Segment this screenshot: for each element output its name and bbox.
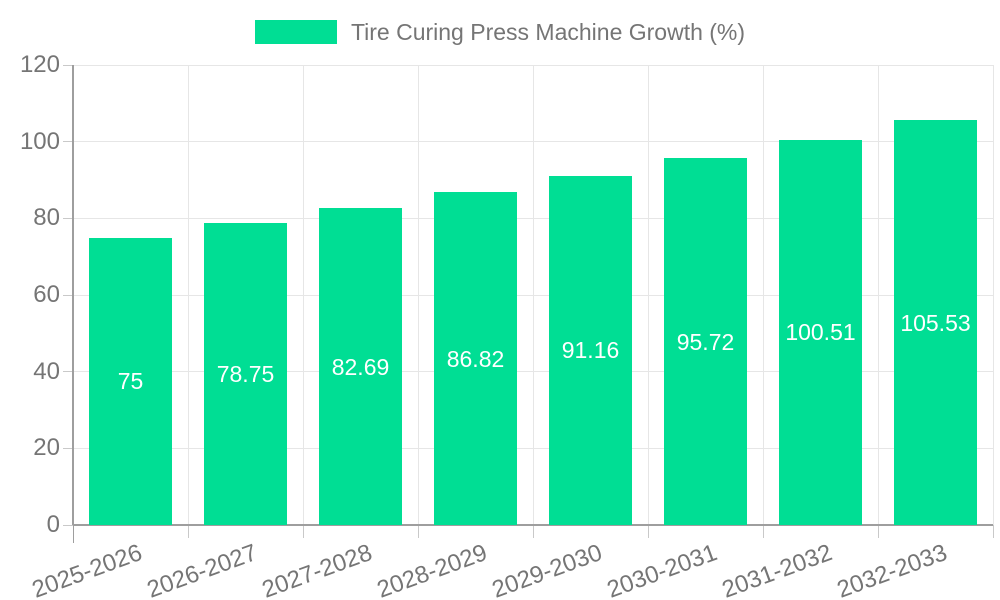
x-gridline [187, 65, 189, 525]
y-axis-line [72, 65, 74, 525]
x-tick [302, 525, 304, 538]
x-gridline [877, 65, 879, 525]
bar-value-label: 78.75 [216, 361, 275, 388]
y-tick [63, 217, 73, 219]
x-axis-category-label: 2025-2026 [28, 539, 146, 600]
y-tick [63, 371, 73, 373]
bar-value-label: 95.72 [676, 328, 735, 355]
x-tick [992, 525, 994, 538]
bar-2031-2032[interactable] [779, 139, 862, 525]
x-gridline [302, 65, 304, 525]
x-axis-category-label: 2029-2030 [488, 539, 606, 600]
bar-value-label: 105.53 [900, 309, 971, 336]
bar-value-label: 100.51 [785, 319, 856, 346]
bar-2028-2029[interactable] [434, 192, 517, 525]
bar-2027-2028[interactable] [319, 208, 402, 525]
x-tick [877, 525, 879, 538]
x-tick [762, 525, 764, 538]
x-tick [72, 525, 74, 543]
y-axis-tick-label: 60 [33, 281, 60, 308]
bar-2025-2026[interactable] [89, 237, 172, 525]
x-tick [417, 525, 419, 538]
x-gridline [762, 65, 764, 525]
x-gridline [647, 65, 649, 525]
y-axis-tick-label: 120 [19, 51, 60, 78]
x-axis-category-label: 2027-2028 [258, 539, 376, 600]
bar-value-label: 91.16 [561, 337, 620, 364]
x-axis-category-label: 2028-2029 [373, 539, 491, 600]
legend-label: Tire Curing Press Machine Growth (%) [350, 19, 746, 45]
y-tick [63, 141, 73, 143]
x-gridline [532, 65, 534, 525]
y-tick [63, 294, 73, 296]
bar-value-label: 75 [117, 368, 144, 395]
y-axis-tick-label: 40 [33, 357, 60, 385]
y-axis-tick-label: 20 [33, 434, 60, 462]
x-tick [187, 525, 189, 538]
legend-item[interactable]: Tire Curing Press Machine Growth (%) [254, 18, 746, 46]
bar-2029-2030[interactable] [549, 175, 632, 525]
bar-value-label: 82.69 [331, 353, 390, 380]
x-tick [532, 525, 534, 538]
x-axis-category-label: 2031-2032 [718, 539, 836, 600]
x-tick [647, 525, 649, 538]
y-axis-tick-label: 80 [33, 204, 60, 232]
y-axis-tick-label: 100 [19, 127, 60, 155]
y-tick [63, 524, 73, 526]
y-tick [63, 447, 73, 449]
x-gridline [992, 65, 994, 525]
chart-legend: Tire Curing Press Machine Growth (%) [0, 18, 1000, 46]
bar-2030-2031[interactable] [664, 158, 747, 525]
x-gridline [417, 65, 419, 525]
x-axis-category-label: 2032-2033 [833, 539, 951, 600]
bar-value-label: 86.82 [446, 345, 505, 372]
x-axis-category-label: 2030-2031 [603, 539, 721, 600]
x-axis-line [73, 524, 993, 526]
legend-swatch [254, 20, 337, 44]
x-axis-category-label: 2026-2027 [143, 539, 261, 600]
bar-2026-2027[interactable] [204, 223, 287, 525]
y-tick [63, 64, 73, 66]
y-axis-tick-label: 0 [46, 511, 60, 538]
bar-2032-2033[interactable] [894, 120, 977, 525]
